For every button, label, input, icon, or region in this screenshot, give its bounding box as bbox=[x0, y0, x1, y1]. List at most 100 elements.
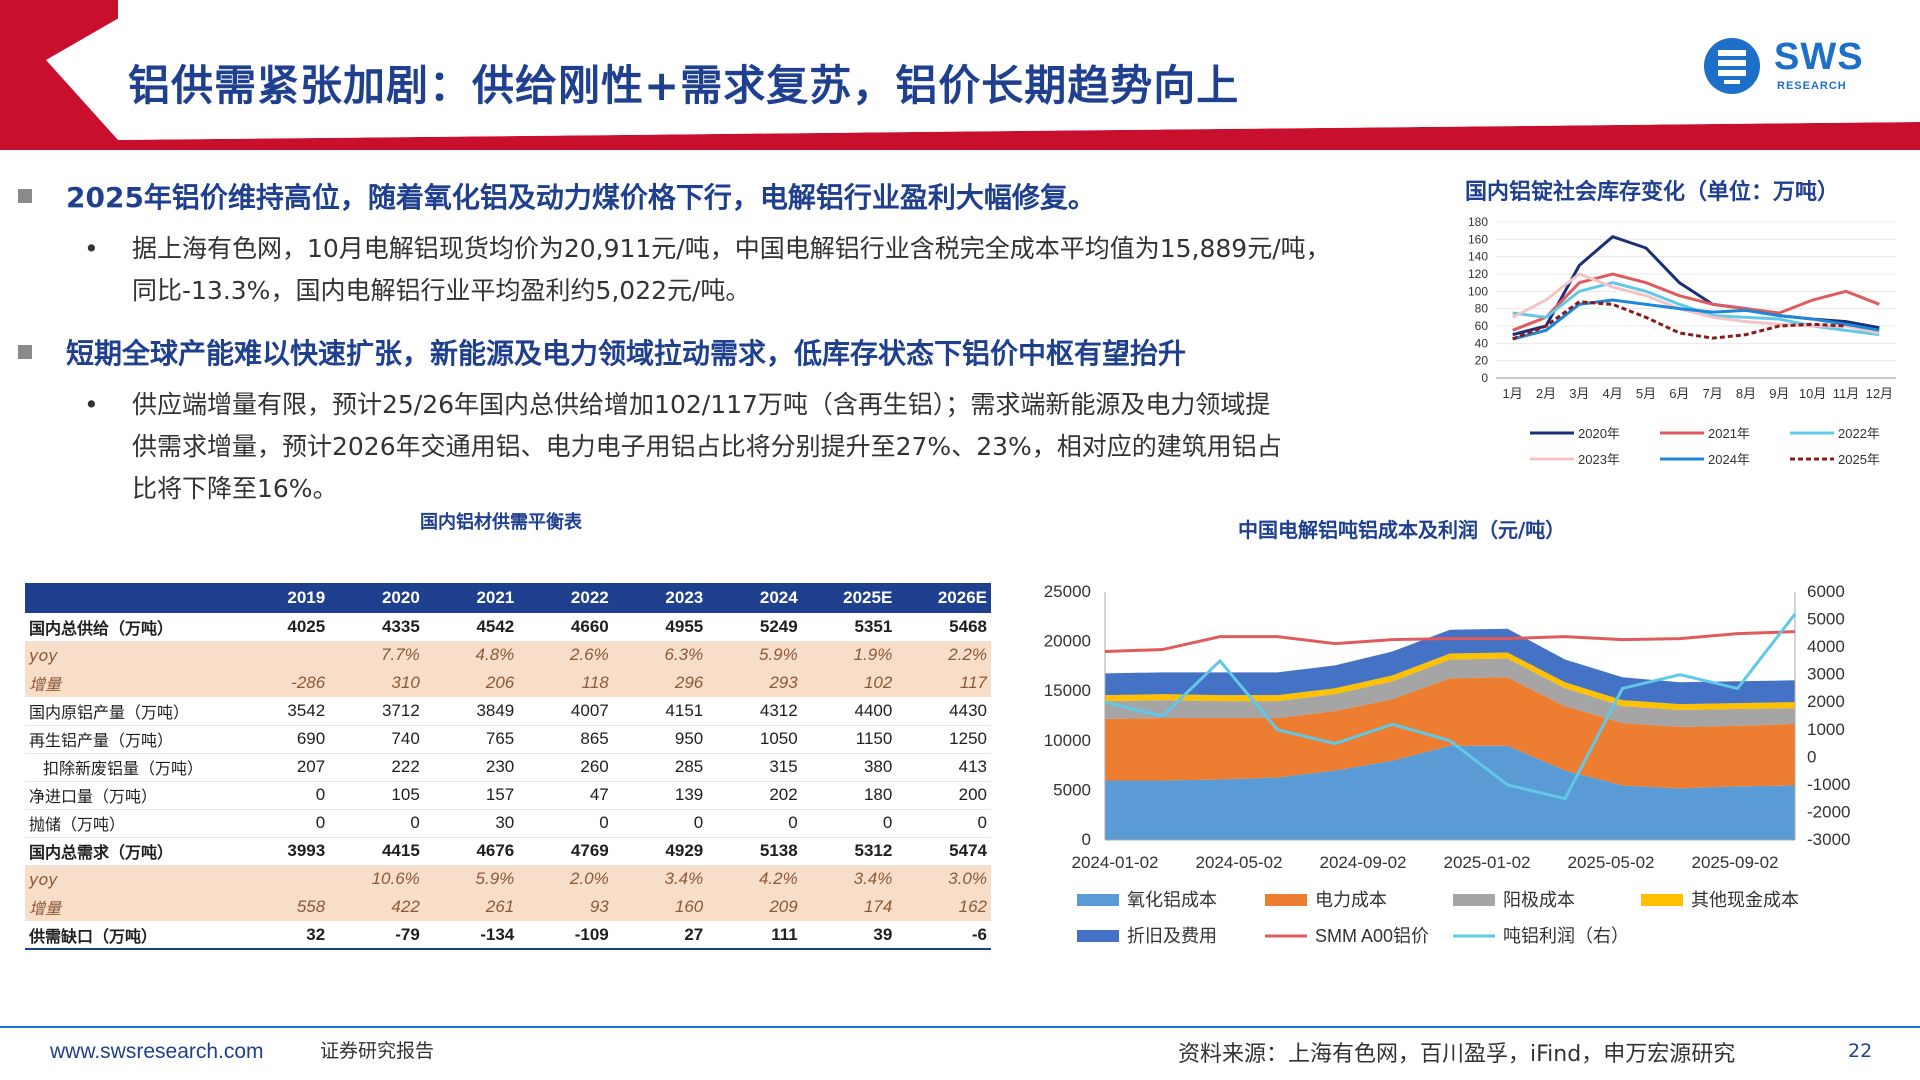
page-number: 22 bbox=[1848, 1040, 1873, 1062]
row-label: 供需缺口（万吨） bbox=[25, 921, 235, 950]
table-cell: 5468 bbox=[896, 613, 991, 642]
table-cell: 174 bbox=[801, 893, 897, 921]
line-series bbox=[1104, 630, 1796, 654]
table-cell: -109 bbox=[518, 921, 613, 950]
table-header-row: 2019 2020 2021 2022 2023 2024 2025E 2026E bbox=[25, 583, 991, 613]
table-cell: 0 bbox=[612, 809, 708, 838]
table-cell bbox=[234, 641, 330, 669]
table-cell: 293 bbox=[707, 669, 802, 697]
cost-chart-title: 中国电解铝吨铝成本及利润（元/吨） bbox=[1238, 518, 1566, 542]
table-row: 国内原铝产量（万吨） 3542 3712 3849 4007 4151 4312 4400 44… bbox=[25, 697, 991, 726]
x-tick-label: 2024-09-02 bbox=[1320, 853, 1407, 872]
table-header-cell: 2026E bbox=[896, 583, 991, 613]
y2-tick-label: -1000 bbox=[1807, 775, 1850, 794]
y-tick-label: 20 bbox=[1475, 354, 1489, 368]
inventory-chart-title: 国内铝锭社会库存变化（单位：万吨） bbox=[1465, 180, 1840, 205]
row-label: 国内总需求（万吨） bbox=[25, 837, 235, 866]
detail-line: 供应端增量有限，预计25/26年国内总供给增加102/117万吨（含再生铝）；需… bbox=[132, 390, 1271, 419]
table-cell: 260 bbox=[518, 753, 613, 782]
x-tick-label: 12月 bbox=[1866, 386, 1893, 401]
y-tick-label: 0 bbox=[1082, 830, 1091, 849]
table-row: yoy 7.7% 4.8% 2.6% 6.3% 5.9% 1.9% 2.2% bbox=[25, 641, 991, 669]
inventory-chart: 0 20 40 60 80 100 120 140 160 180 1月 2月 3月 4月 5月 6月 7月 8月… bbox=[1468, 215, 1896, 467]
table-cell: 5474 bbox=[896, 837, 991, 866]
table-cell: 5.9% bbox=[707, 641, 802, 669]
page-title: 铝供需紧张加剧：供给刚性+需求复苏，铝价长期趋势向上 bbox=[128, 61, 1240, 110]
detail-line: 供需求增量，预计2026年交通用铝、电力电子用铝占比将分别提升至27%、23%，… bbox=[132, 432, 1282, 461]
square-bullet-icon bbox=[18, 345, 32, 359]
y-tick-label: 15000 bbox=[1044, 681, 1091, 700]
table-cell: -134 bbox=[423, 921, 519, 950]
table-cell: 950 bbox=[612, 725, 708, 754]
table-cell: 0 bbox=[707, 809, 802, 838]
x-tick-label: 8月 bbox=[1736, 386, 1756, 401]
table-cell: 6.3% bbox=[612, 641, 708, 669]
row-label: 再生铝产量（万吨） bbox=[25, 725, 235, 754]
area-series bbox=[1105, 658, 1795, 727]
row-label: yoy bbox=[25, 641, 235, 669]
legend-swatch bbox=[1265, 894, 1307, 906]
cost-profit-chart: 0500010000150002000025000-3000-2000-1000… bbox=[1044, 582, 1851, 946]
row-label: 增量 bbox=[25, 893, 235, 921]
table-header-cell: 2025E bbox=[801, 583, 897, 613]
table-cell: 4415 bbox=[329, 837, 424, 866]
y-tick-label: 100 bbox=[1468, 284, 1488, 298]
y-tick-label: 80 bbox=[1475, 302, 1489, 316]
x-tick-label: 10月 bbox=[1799, 386, 1826, 401]
website-link[interactable]: www.swsresearch.com bbox=[50, 1040, 264, 1063]
x-tick-label: 4月 bbox=[1603, 386, 1623, 401]
table-cell: 1150 bbox=[801, 725, 897, 754]
table-cell: 315 bbox=[707, 753, 802, 782]
row-label: 国内原铝产量（万吨） bbox=[25, 697, 235, 726]
x-tick-label: 3月 bbox=[1569, 386, 1589, 401]
table-cell: 4769 bbox=[518, 837, 613, 866]
table-cell: 3.0% bbox=[896, 865, 991, 893]
table-cell: 2.2% bbox=[896, 641, 991, 669]
y2-tick-label: 1000 bbox=[1807, 720, 1845, 739]
y2-tick-label: 5000 bbox=[1807, 610, 1845, 629]
x-tick-label: 2024-01-02 bbox=[1072, 853, 1159, 872]
table-cell: 209 bbox=[707, 893, 802, 921]
y2-tick-label: -2000 bbox=[1807, 802, 1850, 821]
x-tick-label: 5月 bbox=[1636, 386, 1656, 401]
x-tick-label: 1月 bbox=[1503, 386, 1523, 401]
table-cell: 0 bbox=[801, 809, 897, 838]
table-cell: 4.8% bbox=[423, 641, 519, 669]
table-cell: 93 bbox=[518, 893, 613, 921]
table-cell: 4312 bbox=[707, 697, 802, 726]
table-header-cell: 2022 bbox=[518, 583, 613, 613]
table-cell: 285 bbox=[612, 753, 708, 782]
bullet-detail-2: • 供应端增量有限，预计25/26年国内总供给增加102/117万吨（含再生铝）… bbox=[84, 384, 1444, 510]
table-cell: 3.4% bbox=[612, 865, 708, 893]
table-row: 增量 -286 310 206 118 296 293 102 117 bbox=[25, 669, 991, 697]
table-cell: 118 bbox=[518, 669, 613, 697]
table-cell: 160 bbox=[612, 893, 708, 921]
row-label: yoy bbox=[25, 865, 235, 893]
table-cell: 4025 bbox=[234, 613, 330, 642]
table-cell: 0 bbox=[234, 809, 330, 838]
table-cell: 4335 bbox=[329, 613, 424, 642]
table-cell: 0 bbox=[896, 809, 991, 838]
table-cell: 5351 bbox=[801, 613, 897, 642]
table-cell: 0 bbox=[329, 809, 424, 838]
table-cell: 3542 bbox=[234, 697, 330, 726]
legend-label: 2022年 bbox=[1838, 426, 1880, 441]
row-label: 扣除新废铝量（万吨） bbox=[25, 753, 235, 782]
table-cell: 4430 bbox=[896, 697, 991, 726]
row-label: 国内总供给（万吨） bbox=[25, 613, 235, 642]
table-row: yoy 10.6% 5.9% 2.0% 3.4% 4.2% 3.4% 3.0% bbox=[25, 865, 991, 893]
table-cell: 7.7% bbox=[329, 641, 424, 669]
y-tick-label: 40 bbox=[1475, 336, 1489, 350]
table-cell: 5138 bbox=[707, 837, 802, 866]
table-row: 国内总供给（万吨） 4025 4335 4542 4660 4955 5249 5351 546… bbox=[25, 613, 991, 642]
table-body: 国内总供给（万吨） 4025 4335 4542 4660 4955 5249 5351 546… bbox=[25, 613, 991, 950]
table-cell: -286 bbox=[234, 669, 330, 697]
legend-label: SMM A00铝价 bbox=[1315, 926, 1429, 946]
x-tick-label: 7月 bbox=[1703, 386, 1723, 401]
header-banner bbox=[0, 0, 1920, 150]
table-cell: 690 bbox=[234, 725, 330, 754]
detail-line: 同比-13.3%，国内电解铝行业平均盈利约5,022元/吨。 bbox=[132, 276, 751, 305]
table-cell: 4151 bbox=[612, 697, 708, 726]
y2-tick-label: -3000 bbox=[1807, 830, 1850, 849]
bullet-heading-1: 2025年铝价维持高位，随着氧化铝及动力煤价格下行，电解铝行业盈利大幅修复。 bbox=[18, 176, 1096, 216]
